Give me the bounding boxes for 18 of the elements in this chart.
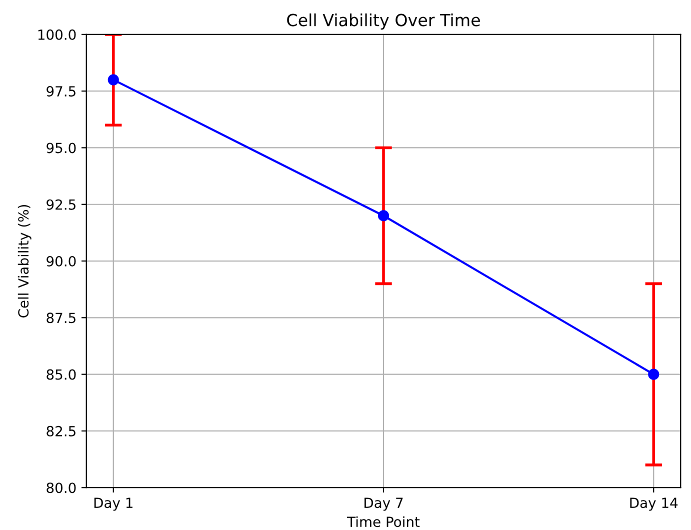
y-tick-label: 95.0 bbox=[46, 142, 76, 154]
y-tick-label: 97.5 bbox=[46, 86, 76, 97]
y-axis-title: Cell Viability (%) bbox=[18, 205, 32, 318]
point bbox=[108, 74, 119, 86]
x-tick-label: Day 1 bbox=[94, 498, 132, 511]
y-tick-label: 100.0 bbox=[38, 29, 76, 40]
y-tick-label: 85.0 bbox=[46, 369, 76, 380]
x-axis-title: Time Point bbox=[347, 516, 420, 528]
y-tick-label: 82.5 bbox=[46, 426, 76, 436]
y-tick-label: 80.0 bbox=[46, 482, 76, 494]
y-tick-label: 87.5 bbox=[46, 312, 76, 324]
x-tick-label: Day 7 bbox=[364, 498, 403, 511]
chart-title: Cell Viability Over Time bbox=[287, 13, 480, 30]
point bbox=[648, 368, 660, 380]
y-tick-label: 90.0 bbox=[46, 256, 76, 266]
x-tick-label: Day 14 bbox=[630, 498, 678, 511]
y-tick-label: 92.5 bbox=[46, 199, 76, 210]
point bbox=[378, 210, 390, 222]
